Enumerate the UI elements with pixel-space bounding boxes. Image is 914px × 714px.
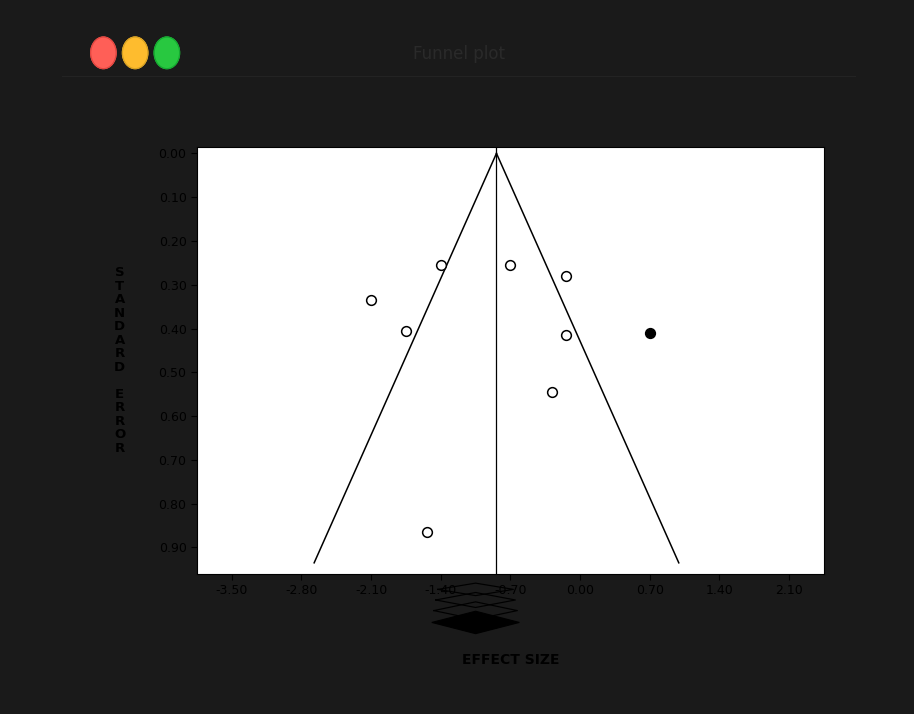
Text: Funnel plot: Funnel plot [413,45,505,63]
Ellipse shape [90,37,116,69]
Polygon shape [431,611,519,634]
Y-axis label: S
T
A
N
D
A
R
D
 
E
R
R
O
R: S T A N D A R D E R R O R [114,266,125,455]
Ellipse shape [122,37,148,69]
X-axis label: EFFECT SIZE: EFFECT SIZE [462,653,559,667]
Ellipse shape [154,37,179,69]
